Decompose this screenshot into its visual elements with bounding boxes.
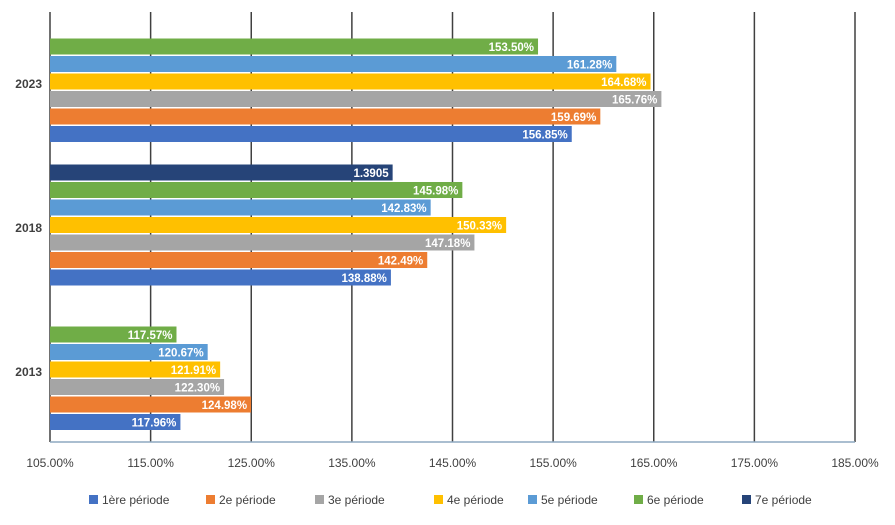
data-label: 161.28% bbox=[567, 59, 612, 71]
data-label: 147.18% bbox=[425, 238, 470, 250]
bar bbox=[50, 56, 617, 72]
data-label: 142.49% bbox=[378, 255, 423, 267]
legend-label: 6e période bbox=[647, 493, 704, 507]
category-label: 2013 bbox=[15, 365, 42, 379]
bar bbox=[50, 164, 393, 181]
data-label: 142.83% bbox=[381, 203, 426, 215]
bar bbox=[50, 182, 463, 198]
bar bbox=[50, 379, 225, 395]
data-label: 150.33% bbox=[457, 220, 502, 232]
legend-swatch bbox=[634, 495, 643, 504]
legend-swatch bbox=[528, 495, 537, 504]
legend-label: 5e période bbox=[541, 493, 598, 507]
data-label: 153.50% bbox=[489, 42, 534, 54]
bar bbox=[50, 252, 428, 268]
bar bbox=[50, 73, 651, 90]
legend-swatch bbox=[742, 495, 751, 504]
bar bbox=[50, 344, 208, 360]
data-label: 1.3905 bbox=[353, 168, 389, 180]
legend: 1ère période 2e période 3e période 4e pério… bbox=[66, 484, 826, 516]
data-label: 117.57% bbox=[128, 330, 173, 342]
legend-label: 7e période bbox=[755, 493, 812, 507]
data-label: 159.69% bbox=[551, 112, 596, 124]
data-label: 122.30% bbox=[175, 382, 220, 394]
x-tick-label: 105.00% bbox=[26, 456, 74, 470]
x-tick-label: 165.00% bbox=[630, 456, 678, 470]
bar bbox=[50, 234, 475, 251]
data-label: 164.68% bbox=[601, 77, 646, 89]
data-label: 145.98% bbox=[413, 185, 458, 197]
bar bbox=[50, 361, 221, 378]
legend-swatch bbox=[315, 495, 324, 504]
data-label: 121.91% bbox=[171, 365, 216, 377]
category-label: 2018 bbox=[15, 221, 42, 235]
legend-swatch bbox=[434, 495, 443, 504]
legend-label: 3e période bbox=[328, 493, 385, 507]
x-tick-label: 125.00% bbox=[228, 456, 276, 470]
data-label: 124.98% bbox=[202, 400, 247, 412]
x-tick-label: 145.00% bbox=[429, 456, 477, 470]
category-label: 2023 bbox=[15, 77, 42, 91]
legend-label: 4e période bbox=[447, 493, 504, 507]
x-tick-label: 155.00% bbox=[529, 456, 577, 470]
bar bbox=[50, 396, 252, 413]
bar bbox=[50, 199, 431, 216]
bar bbox=[50, 326, 177, 343]
legend-label: 2e période bbox=[219, 493, 276, 507]
bar bbox=[50, 108, 601, 125]
data-label: 117.96% bbox=[132, 417, 177, 429]
legend-label: 1ère période bbox=[102, 493, 170, 507]
bar bbox=[50, 91, 662, 107]
legend-swatch bbox=[206, 495, 215, 504]
bar bbox=[50, 217, 507, 233]
axes: 105.00% 115.00% 125.00% 135.00% 145.00% 155.0… bbox=[15, 77, 879, 470]
x-tick-label: 185.00% bbox=[831, 456, 879, 470]
data-label: 120.67% bbox=[158, 347, 203, 359]
bar bbox=[50, 269, 391, 286]
bar bbox=[50, 126, 572, 142]
data-label: 138.88% bbox=[342, 273, 387, 285]
x-tick-label: 175.00% bbox=[731, 456, 779, 470]
data-label: 165.76% bbox=[612, 94, 657, 106]
bars: 117.57% 120.67% 121.91% 122.30% 124.98% 117.9… bbox=[50, 38, 662, 430]
bar bbox=[50, 38, 539, 55]
legend-swatch bbox=[89, 495, 98, 504]
data-label: 156.85% bbox=[522, 129, 567, 141]
legend-box bbox=[66, 484, 826, 516]
bar bbox=[50, 414, 181, 430]
x-tick-label: 135.00% bbox=[328, 456, 376, 470]
x-tick-label: 115.00% bbox=[127, 456, 174, 470]
